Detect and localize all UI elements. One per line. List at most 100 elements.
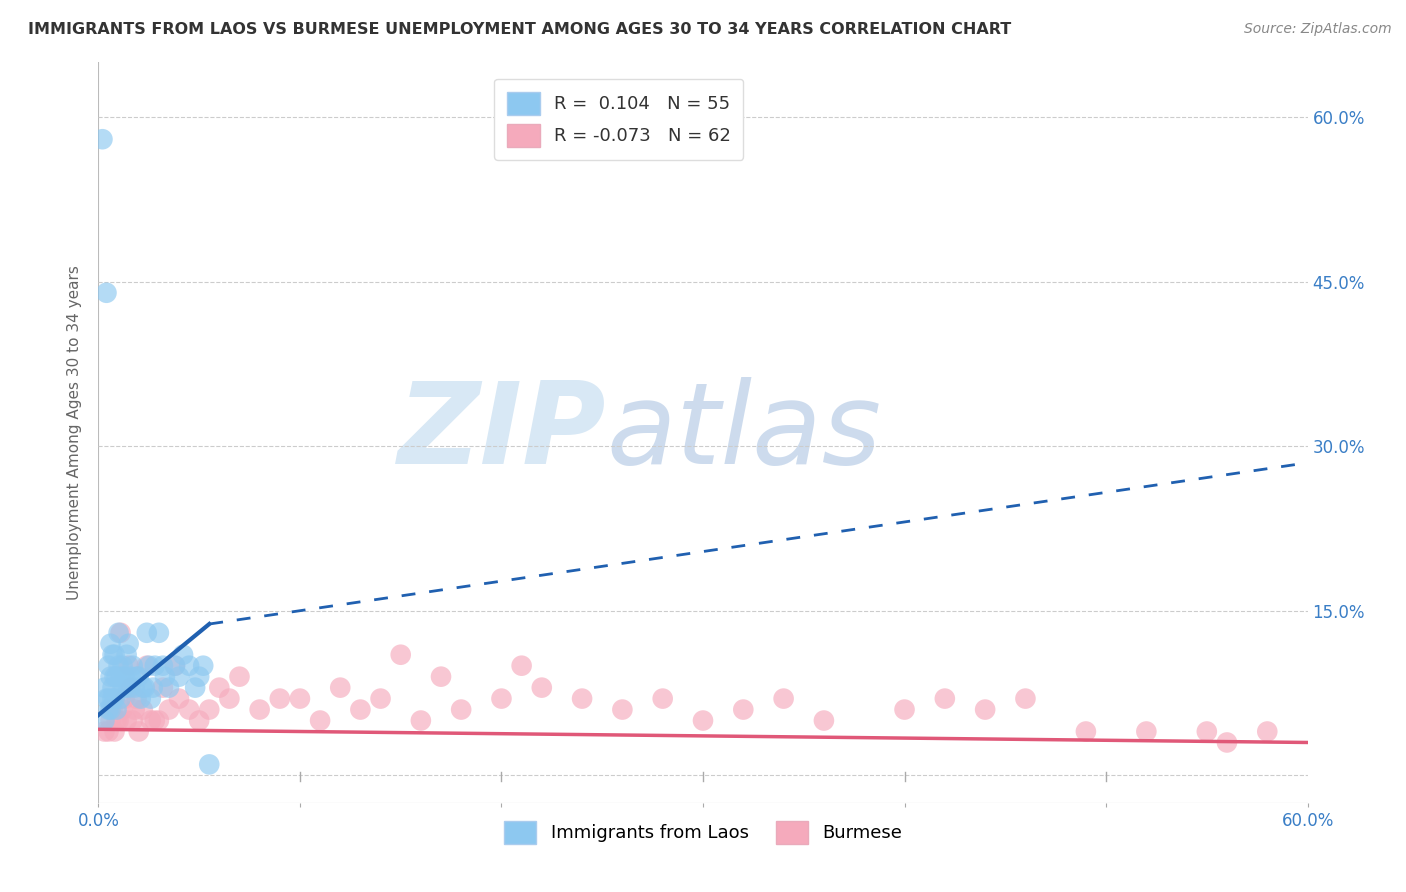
Point bbox=[198, 702, 221, 716]
Point bbox=[110, 670, 132, 684]
Point bbox=[1195, 724, 1218, 739]
Point bbox=[96, 691, 118, 706]
Point bbox=[100, 637, 122, 651]
Point bbox=[893, 702, 915, 716]
Point bbox=[100, 670, 122, 684]
Point bbox=[124, 681, 146, 695]
Point bbox=[114, 681, 136, 695]
Point bbox=[128, 670, 150, 684]
Point bbox=[132, 702, 155, 716]
Point bbox=[110, 625, 132, 640]
Point bbox=[813, 714, 835, 728]
Point bbox=[115, 648, 138, 662]
Point bbox=[107, 625, 129, 640]
Point bbox=[101, 702, 124, 716]
Point bbox=[167, 691, 190, 706]
Point bbox=[1216, 735, 1239, 749]
Point bbox=[163, 658, 186, 673]
Point bbox=[389, 648, 412, 662]
Point bbox=[125, 670, 148, 684]
Point bbox=[105, 714, 128, 728]
Point bbox=[103, 724, 125, 739]
Point bbox=[228, 670, 250, 684]
Point bbox=[309, 714, 332, 728]
Point bbox=[97, 691, 120, 706]
Point bbox=[132, 681, 155, 695]
Point bbox=[129, 691, 152, 706]
Text: IMMIGRANTS FROM LAOS VS BURMESE UNEMPLOYMENT AMONG AGES 30 TO 34 YEARS CORRELATI: IMMIGRANTS FROM LAOS VS BURMESE UNEMPLOY… bbox=[28, 22, 1011, 37]
Point bbox=[96, 285, 118, 300]
Point bbox=[1135, 724, 1157, 739]
Point bbox=[143, 658, 166, 673]
Point bbox=[450, 702, 472, 716]
Point bbox=[125, 691, 148, 706]
Point bbox=[142, 681, 165, 695]
Point bbox=[329, 681, 352, 695]
Point bbox=[409, 714, 432, 728]
Point bbox=[198, 757, 221, 772]
Point bbox=[93, 724, 115, 739]
Point bbox=[105, 702, 128, 716]
Point bbox=[1014, 691, 1036, 706]
Point bbox=[179, 702, 201, 716]
Point bbox=[121, 658, 143, 673]
Point bbox=[118, 681, 141, 695]
Point bbox=[208, 681, 231, 695]
Point bbox=[93, 714, 115, 728]
Point bbox=[114, 691, 136, 706]
Point bbox=[100, 714, 122, 728]
Point bbox=[110, 691, 132, 706]
Point bbox=[91, 132, 114, 146]
Point bbox=[111, 658, 134, 673]
Point bbox=[97, 702, 120, 716]
Point bbox=[651, 691, 673, 706]
Point bbox=[193, 658, 215, 673]
Point bbox=[101, 681, 124, 695]
Point bbox=[172, 648, 194, 662]
Point bbox=[107, 714, 129, 728]
Point bbox=[120, 670, 142, 684]
Point bbox=[97, 724, 120, 739]
Point bbox=[101, 691, 124, 706]
Text: ZIP: ZIP bbox=[398, 377, 606, 488]
Point bbox=[510, 658, 533, 673]
Point bbox=[135, 625, 157, 640]
Point bbox=[188, 670, 211, 684]
Point bbox=[218, 691, 240, 706]
Point bbox=[139, 714, 162, 728]
Point bbox=[114, 670, 136, 684]
Point bbox=[135, 658, 157, 673]
Point bbox=[269, 691, 291, 706]
Point bbox=[128, 724, 150, 739]
Point bbox=[134, 681, 156, 695]
Point bbox=[530, 681, 553, 695]
Point bbox=[111, 702, 134, 716]
Point bbox=[249, 702, 271, 716]
Point bbox=[111, 681, 134, 695]
Point bbox=[143, 714, 166, 728]
Point bbox=[167, 670, 190, 684]
Legend: Immigrants from Laos, Burmese: Immigrants from Laos, Burmese bbox=[495, 812, 911, 853]
Point bbox=[103, 691, 125, 706]
Point bbox=[179, 658, 201, 673]
Point bbox=[1074, 724, 1097, 739]
Point bbox=[120, 681, 142, 695]
Point bbox=[148, 714, 170, 728]
Point bbox=[152, 658, 174, 673]
Point bbox=[1256, 724, 1278, 739]
Point bbox=[153, 670, 176, 684]
Point bbox=[188, 714, 211, 728]
Point bbox=[118, 637, 141, 651]
Point bbox=[138, 658, 160, 673]
Text: atlas: atlas bbox=[606, 377, 882, 488]
Point bbox=[733, 702, 755, 716]
Point bbox=[157, 702, 180, 716]
Point bbox=[103, 648, 125, 662]
Point bbox=[491, 691, 513, 706]
Point bbox=[124, 702, 146, 716]
Y-axis label: Unemployment Among Ages 30 to 34 years: Unemployment Among Ages 30 to 34 years bbox=[67, 265, 83, 600]
Point bbox=[163, 658, 186, 673]
Point bbox=[288, 691, 311, 706]
Point bbox=[430, 670, 453, 684]
Point bbox=[148, 625, 170, 640]
